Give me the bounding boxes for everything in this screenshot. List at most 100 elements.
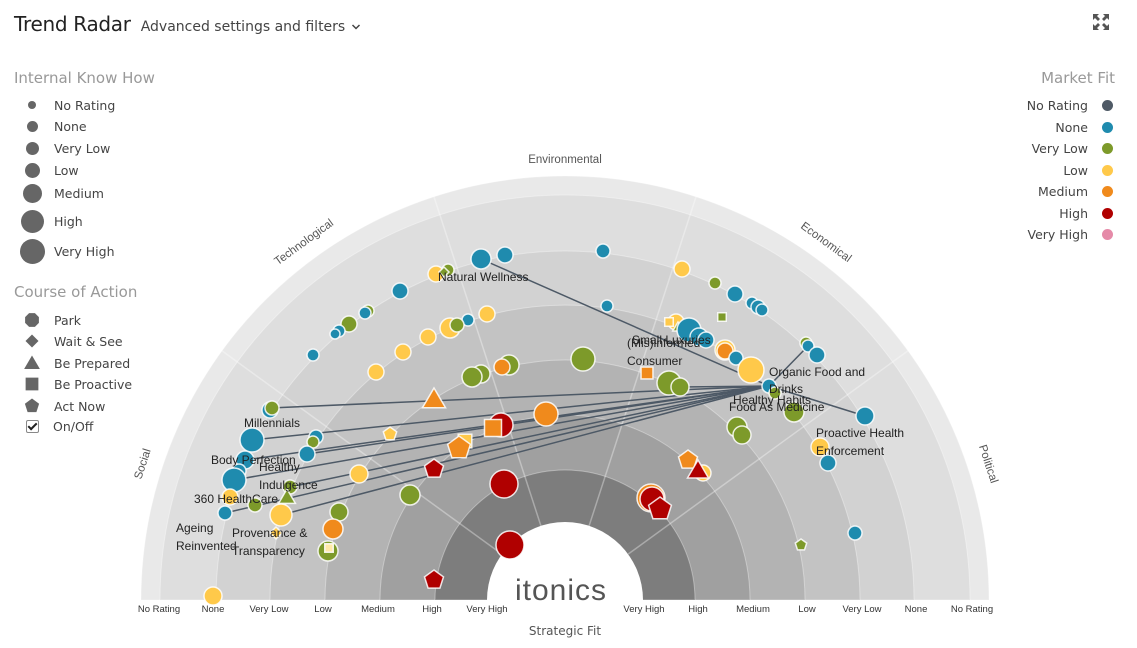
trend-label[interactable]: Organic Food and (769, 365, 865, 379)
trend-point[interactable] (382, 426, 398, 441)
trend-point[interactable] (322, 518, 344, 540)
trend-point[interactable] (677, 449, 699, 469)
legend-know-how-item[interactable]: Low (18, 161, 79, 179)
trend-point[interactable] (732, 425, 752, 445)
trend-point[interactable] (277, 487, 297, 505)
trend-label[interactable]: Indulgence (259, 478, 318, 492)
trend-point[interactable] (247, 497, 263, 513)
legend-action-be-proactive[interactable]: Be Proactive (22, 375, 132, 393)
legend-market-item[interactable]: No Rating (1027, 96, 1113, 114)
trend-point[interactable] (819, 454, 837, 472)
trend-point[interactable] (298, 445, 316, 463)
trend-point[interactable] (600, 299, 614, 313)
trend-point[interactable] (329, 328, 341, 340)
trend-point[interactable] (269, 503, 293, 527)
trend-point[interactable] (708, 276, 722, 290)
trend-point[interactable] (449, 317, 465, 333)
trend-label[interactable]: Consumer (627, 354, 682, 368)
legend-market-item[interactable]: None (1055, 118, 1113, 136)
legend-know-how-item[interactable]: No Rating (18, 96, 115, 114)
trend-point[interactable] (478, 305, 496, 323)
trend-point[interactable] (306, 348, 320, 362)
legend-know-how-item[interactable]: High (18, 209, 83, 233)
legend-action-wait-see[interactable]: Wait & See (22, 332, 123, 350)
trend-point[interactable] (664, 317, 674, 327)
trend-point[interactable] (493, 358, 511, 376)
trend-label[interactable]: Provenance & (232, 526, 307, 540)
trend-point[interactable] (489, 469, 519, 499)
trend-point[interactable] (495, 530, 525, 560)
legend-action-park[interactable]: Park (22, 311, 81, 329)
trend-point[interactable] (217, 505, 233, 521)
trend-point[interactable] (349, 464, 369, 484)
trend-label[interactable]: Healthy (259, 460, 300, 474)
trend-point[interactable] (686, 458, 710, 479)
trend-point[interactable] (768, 386, 782, 400)
trend-point[interactable] (221, 488, 239, 506)
trend-point[interactable] (847, 525, 863, 541)
trend-label[interactable]: Enforcement (816, 444, 885, 458)
trend-point[interactable] (203, 586, 223, 606)
legend-market-item[interactable]: High (1059, 204, 1113, 222)
trend-label[interactable]: Transparency (232, 544, 305, 558)
legend-market-item[interactable]: Medium (1038, 182, 1113, 200)
trend-point[interactable] (423, 458, 445, 478)
checkbox-icon[interactable] (26, 419, 39, 433)
trend-point[interactable] (324, 543, 334, 553)
trend-label[interactable]: Proactive Health (816, 426, 904, 440)
trend-point[interactable] (470, 248, 492, 270)
trend-point[interactable] (717, 312, 727, 322)
trend-point[interactable] (570, 346, 596, 372)
trend-points[interactable] (203, 243, 875, 606)
trend-point[interactable] (697, 331, 715, 349)
trend-point[interactable] (810, 437, 830, 457)
trend-label[interactable]: 360 HealthCare (194, 492, 278, 506)
trend-point[interactable] (496, 246, 514, 264)
trend-point[interactable] (239, 427, 265, 453)
trend-point[interactable] (446, 435, 472, 459)
trend-point[interactable] (399, 484, 421, 506)
trend-point[interactable] (533, 401, 559, 427)
trend-label[interactable]: Drinks (769, 382, 803, 396)
trend-point[interactable] (421, 386, 447, 409)
trend-label[interactable]: Natural Wellness (438, 270, 528, 284)
trend-point[interactable] (483, 418, 503, 438)
trend-point[interactable] (726, 285, 744, 303)
trend-point[interactable] (595, 243, 611, 259)
trend-point[interactable] (358, 306, 372, 320)
trend-point[interactable] (391, 282, 409, 300)
legend-market-item[interactable]: Low (1063, 161, 1113, 179)
trend-point[interactable] (755, 303, 769, 317)
trend-label[interactable]: Food As Medicine (729, 400, 825, 414)
action-toggle[interactable]: On/Off (26, 417, 93, 435)
advanced-settings-dropdown[interactable]: Advanced settings and filters (141, 19, 362, 35)
trend-point[interactable] (423, 569, 445, 589)
trend-label[interactable]: Millennials (244, 416, 300, 430)
legend-market-item[interactable]: Very Low (1032, 139, 1113, 157)
trend-point[interactable] (737, 356, 765, 384)
legend-know-how-item[interactable]: None (18, 117, 87, 135)
trend-point[interactable] (264, 400, 280, 416)
trend-label[interactable]: Small Luxuries (632, 333, 711, 347)
trend-point[interactable] (419, 328, 437, 346)
legend-action-act-now[interactable]: Act Now (22, 397, 105, 415)
trend-point[interactable] (855, 406, 875, 426)
trend-point[interactable] (783, 401, 805, 423)
trend-label[interactable]: Ageing (176, 521, 213, 535)
trend-point[interactable] (794, 538, 808, 551)
trend-point[interactable] (268, 525, 284, 541)
trend-label[interactable]: Body Perfection (211, 453, 296, 467)
trend-point[interactable] (437, 265, 451, 279)
legend-know-how-item[interactable]: Medium (18, 183, 104, 203)
trend-point[interactable] (461, 366, 483, 388)
expand-icon[interactable] (1092, 13, 1110, 31)
trend-point[interactable] (221, 467, 247, 493)
trend-label[interactable]: (Mis)informed (627, 336, 700, 350)
trend-point[interactable] (728, 350, 744, 366)
legend-market-item[interactable]: Very High (1027, 225, 1113, 243)
trend-point[interactable] (673, 260, 691, 278)
legend-action-be-prepared[interactable]: Be Prepared (22, 354, 130, 372)
trend-point[interactable] (640, 366, 654, 380)
legend-know-how-item[interactable]: Very Low (18, 139, 110, 157)
trend-point[interactable] (367, 363, 385, 381)
